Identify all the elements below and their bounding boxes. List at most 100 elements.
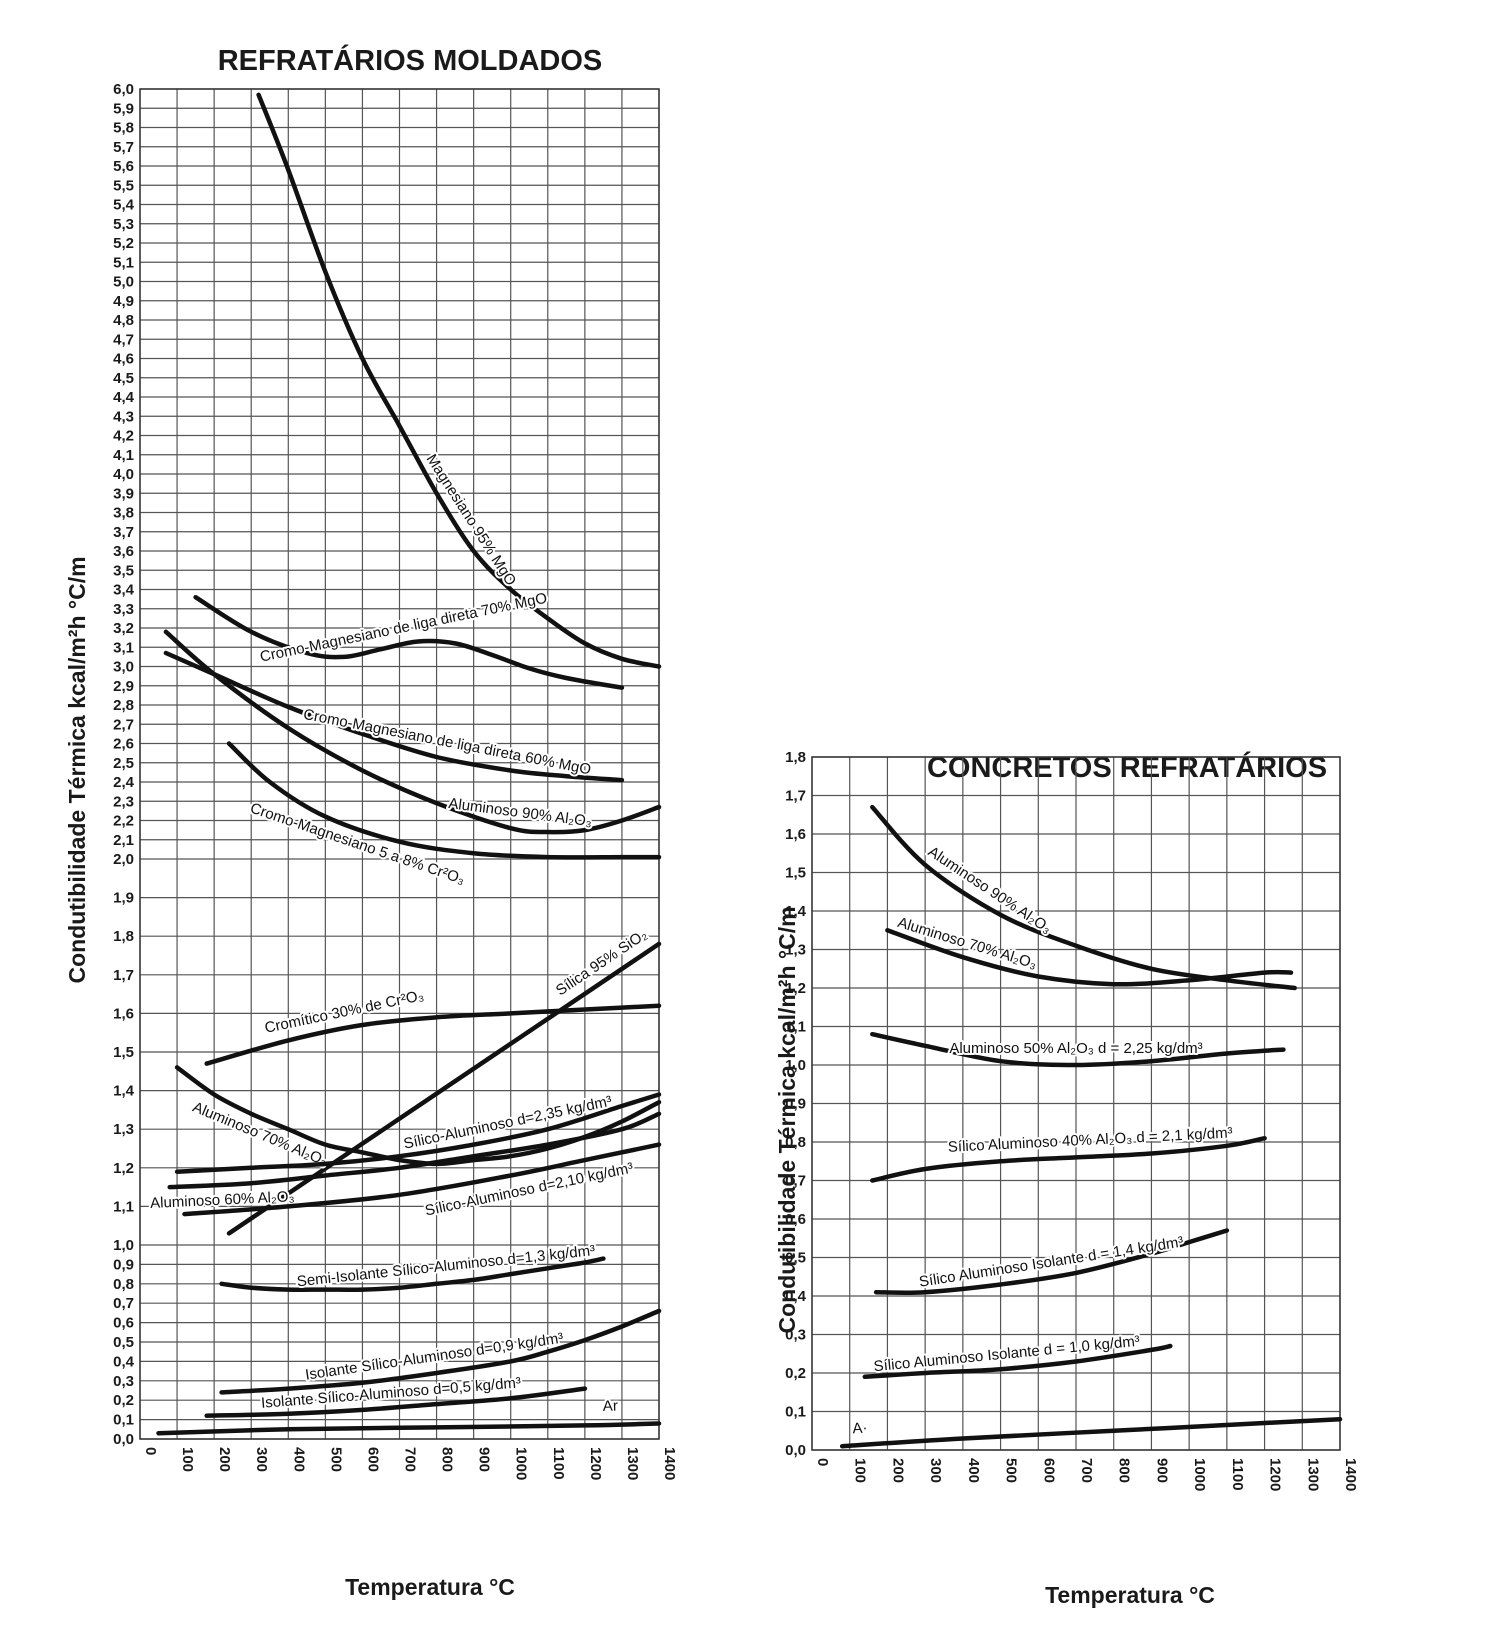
x-tick-label: 200 bbox=[216, 1447, 233, 1472]
grid bbox=[139, 88, 660, 1440]
y-tick-label: 4,5 bbox=[113, 370, 134, 387]
y-tick-label: 2,2 bbox=[113, 813, 134, 830]
x-tick-label: 1300 bbox=[1304, 1458, 1321, 1491]
y-tick-label: 1,8 bbox=[113, 928, 134, 945]
y-tick-label: 0,6 bbox=[785, 1211, 806, 1228]
x-tick-label: 700 bbox=[1078, 1458, 1095, 1483]
y-tick-label: 1,9 bbox=[113, 890, 134, 907]
y-tick-label: 3,7 bbox=[113, 524, 134, 541]
series-label-aluminoso-60-al-o: Aluminoso 60% Al₂O₃ bbox=[150, 1188, 295, 1212]
series-line-semi-isolante-silico-aluminoso-d-1-3-kg-dm bbox=[219, 1256, 606, 1292]
series-label-cromo-magnesiano-de-liga-direta-60-mgo: Cromo-Magnesiano de liga direta 60% MgO bbox=[302, 706, 593, 779]
chart-concretos-refratarios: CONCRETOS REFRATÁRIOS Temperatura °C Con… bbox=[774, 749, 1359, 1608]
y-tick-label: 2,3 bbox=[113, 793, 134, 810]
x-tick-label: 1200 bbox=[587, 1447, 604, 1480]
series-line-isolante-silico-aluminoso-d-0-9-kg-dm bbox=[219, 1308, 662, 1395]
x-axis-label: Temperatura °C bbox=[345, 1574, 515, 1600]
series-label-silico-aluminoso-isolante-d-1-4-kg-dm: Sílico Aluminoso Isolante d = 1,4 kg/dm³ bbox=[918, 1233, 1185, 1290]
x-tick-label: 600 bbox=[364, 1447, 381, 1472]
y-tick-label: 4,4 bbox=[113, 389, 135, 406]
series-line-silico-aluminoso-isolante-d-1-0-kg-dm bbox=[862, 1343, 1173, 1380]
y-tick-label: 3,3 bbox=[113, 601, 134, 618]
y-tick-label: 0,9 bbox=[785, 1096, 806, 1113]
y-tick-label: 1,4 bbox=[113, 1083, 135, 1100]
y-tick-label: 4,7 bbox=[113, 331, 134, 348]
x-axis-ticks: 0 100 200 300 400 500 600 700 800 900 1000 1100 1200… bbox=[142, 1447, 678, 1480]
y-tick-label: 0,5 bbox=[785, 1250, 806, 1267]
series-line-a bbox=[839, 1416, 1343, 1449]
y-tick-label: 3,9 bbox=[113, 485, 134, 502]
y-tick-label: 5,1 bbox=[113, 254, 134, 271]
y-tick-label: 3,0 bbox=[113, 659, 134, 676]
series-line-cromo-magnesiano-de-liga-direta-70-mgo bbox=[193, 594, 625, 690]
y-tick-label: 4,0 bbox=[113, 466, 134, 483]
series-line-cromitico-30-de-cr-o bbox=[204, 1003, 662, 1066]
series-line-magnesiano-95-mgo bbox=[256, 92, 662, 669]
x-tick-label: 500 bbox=[1003, 1458, 1020, 1483]
x-tick-label: 800 bbox=[439, 1447, 456, 1472]
y-axis-ticks: 0,0 0,1 0,2 0,3 0,4 0,5 0,6 0,7 0,8 0,9 1,0 1,1 1,2 1… bbox=[113, 81, 135, 1448]
series-line-aluminoso-90-al-o bbox=[163, 629, 662, 835]
y-tick-label: 0,1 bbox=[785, 1404, 806, 1421]
y-tick-label: 2,6 bbox=[113, 736, 134, 753]
y-tick-label: 1,2 bbox=[113, 1160, 134, 1177]
y-tick-label: 1,3 bbox=[113, 1121, 134, 1138]
y-tick-label: 4,9 bbox=[113, 293, 134, 310]
y-tick-label: 2,1 bbox=[113, 832, 134, 849]
y-tick-label: 3,2 bbox=[113, 620, 134, 637]
x-tick-label: 300 bbox=[927, 1458, 944, 1483]
y-tick-label: 0,2 bbox=[785, 1365, 806, 1382]
y-tick-label: 0,9 bbox=[113, 1256, 134, 1273]
y-axis-label: Condutibilidade Térmica kcal/m²h °C/m bbox=[64, 556, 90, 983]
x-tick-label: 1000 bbox=[1191, 1458, 1208, 1491]
x-tick-label: 100 bbox=[852, 1458, 869, 1483]
y-tick-label: 3,6 bbox=[113, 543, 134, 560]
y-tick-label: 2,7 bbox=[113, 716, 134, 733]
x-tick-label: 0 bbox=[814, 1458, 831, 1466]
x-tick-label: 1400 bbox=[661, 1447, 678, 1480]
x-tick-label: 600 bbox=[1040, 1458, 1057, 1483]
x-tick-label: 400 bbox=[965, 1458, 982, 1483]
x-tick-label: 900 bbox=[1153, 1458, 1170, 1483]
x-tick-label: 400 bbox=[290, 1447, 307, 1472]
y-tick-label: 3,4 bbox=[113, 582, 135, 599]
y-tick-label: 1,6 bbox=[785, 826, 806, 843]
y-tick-label: 1,1 bbox=[785, 1019, 806, 1036]
series-line-aluminoso-60-al-o bbox=[167, 1111, 662, 1190]
series-line-aluminoso-90-al-o bbox=[870, 804, 1297, 991]
y-tick-label: 0,4 bbox=[113, 1353, 135, 1370]
y-tick-label: 5,3 bbox=[113, 216, 134, 233]
y-tick-label: 0,7 bbox=[113, 1295, 134, 1312]
chart-title: CONCRETOS REFRATÁRIOS bbox=[927, 750, 1327, 784]
y-tick-label: 0,4 bbox=[785, 1288, 807, 1305]
y-tick-label: 2,4 bbox=[113, 774, 135, 791]
y-tick-label: 1,6 bbox=[113, 1005, 134, 1022]
series-label-silico-aluminoso-d-2-35-kg-dm: Sílico-Aluminoso d=2,35 kg/dm³ bbox=[402, 1093, 613, 1153]
y-tick-label: 5,5 bbox=[113, 177, 134, 194]
series-label-a: A· bbox=[852, 1419, 868, 1437]
x-axis-label: Temperatura °C bbox=[1045, 1582, 1215, 1608]
y-tick-label: 1,7 bbox=[113, 967, 134, 984]
series-line-silico-aluminoso-d-2-10-kg-dm bbox=[182, 1142, 662, 1217]
y-axis-label: Condutibilidade Térmica kcal/m²h °C/m bbox=[774, 906, 800, 1333]
series-line-cromo-magnesiano-de-liga-direta-60-mgo bbox=[163, 650, 625, 783]
y-tick-label: 6,0 bbox=[113, 81, 134, 98]
y-tick-label: 4,8 bbox=[113, 312, 134, 329]
y-tick-label: 0,5 bbox=[113, 1334, 134, 1351]
y-tick-label: 5,0 bbox=[113, 274, 134, 291]
x-tick-label: 1100 bbox=[1229, 1458, 1246, 1491]
y-tick-label: 1,1 bbox=[113, 1198, 134, 1215]
y-tick-label: 0,3 bbox=[785, 1327, 806, 1344]
x-tick-label: 200 bbox=[889, 1458, 906, 1483]
chart-refratarios-moldados: REFRATÁRIOS MOLDADOS Temperatura °C Cond… bbox=[64, 43, 678, 1600]
y-axis-ticks: 0,0 0,1 0,2 0,3 0,4 0,5 0,6 0,7 0,8 0,9 1,0 1,1 1,2 1… bbox=[785, 749, 807, 1459]
x-axis-ticks: 0 100 200 300 400 500 600 700 800 900 1000 1100 1200… bbox=[814, 1458, 1359, 1491]
y-tick-label: 5,2 bbox=[113, 235, 134, 252]
x-tick-label: 800 bbox=[1116, 1458, 1133, 1483]
x-tick-label: 500 bbox=[327, 1447, 344, 1472]
series-label-aluminoso-50-al-o-d-2-25-kg-dm: Aluminoso 50% Al₂O₃ d = 2,25 kg/dm³ bbox=[949, 1040, 1202, 1057]
y-tick-label: 1,0 bbox=[785, 1057, 806, 1074]
y-tick-label: 4,1 bbox=[113, 447, 134, 464]
